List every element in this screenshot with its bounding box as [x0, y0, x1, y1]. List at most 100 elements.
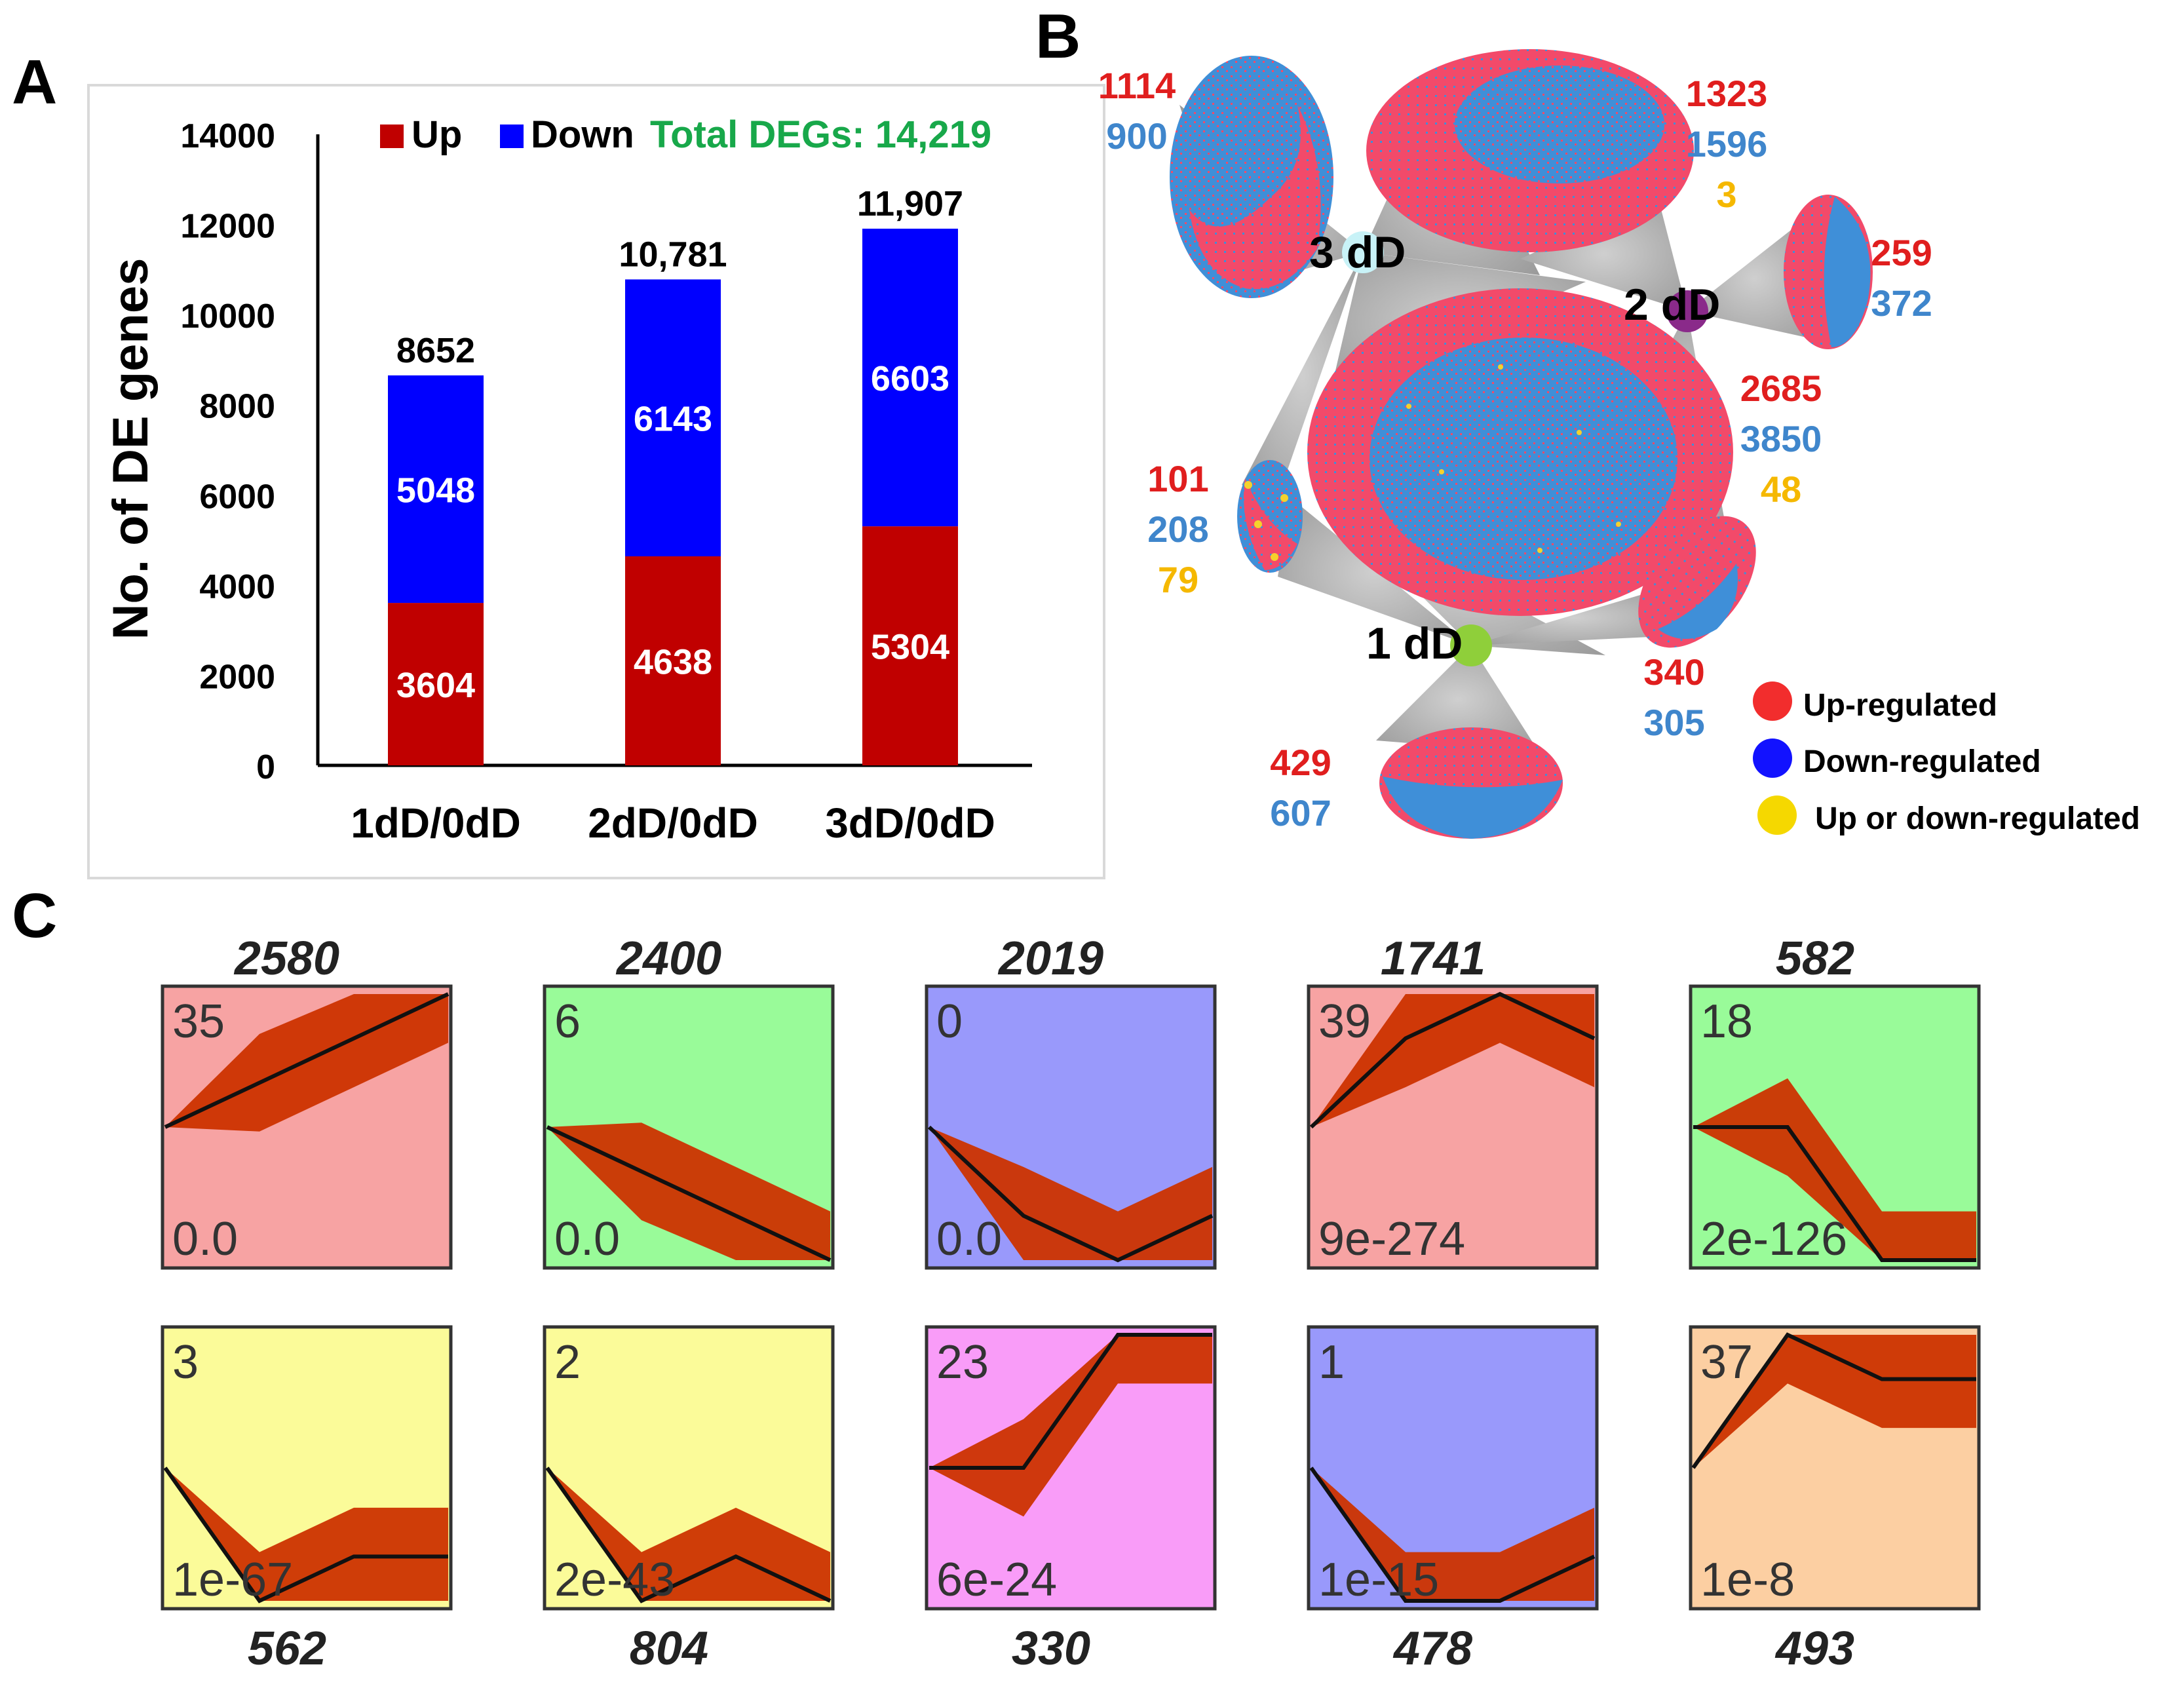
x-category-label: 2dD/0dD [588, 799, 758, 847]
profile-id-label: 0 [936, 995, 963, 1048]
expression-profile-grid: 35 0.0 2580 6 0.0 2400 0 0.0 2019 39 9e-274 1741 18 2… [161, 932, 1981, 1675]
panel-label-c: C [12, 881, 57, 951]
cluster-2dD-only [1784, 195, 1873, 349]
profile-trend-line [1691, 1332, 1976, 1469]
bar-total-label: 10,781 [619, 235, 727, 274]
bar-down-value-label: 5048 [396, 470, 475, 510]
y-tick-label: 10000 [180, 297, 275, 336]
fan-1dD-ellipse6 [1471, 590, 1677, 645]
fan-1dD-bottom [1376, 645, 1540, 754]
y-axis-label: No. of DE genes [103, 258, 159, 640]
profile-tile: 1 1e-15 478 [1307, 1325, 1599, 1675]
profile-pvalue-label: 9e-274 [1318, 1213, 1465, 1265]
profile-id-label: 3 [172, 1336, 199, 1389]
legend-either-regulated-dot [1757, 796, 1797, 835]
profile-trend-line [545, 1467, 832, 1603]
legend-up-regulated-dot [1753, 681, 1792, 721]
y-tick-label: 0 [256, 748, 275, 786]
profile-size-label: 804 [630, 1622, 708, 1675]
profile-tile: 2 2e-43 804 [543, 1325, 835, 1675]
profile-tile: 23 6e-24 330 [925, 1325, 1217, 1675]
legend-down-regulated-dot [1753, 738, 1792, 778]
cluster-count-red: 101 [1147, 458, 1208, 499]
fan-3dD-small [1242, 252, 1363, 498]
cluster-count-blue: 208 [1147, 508, 1208, 550]
stacked-bar-chart: No. of DE genes 0 2000 4000 6000 8000 10000 12… [103, 113, 1032, 847]
profile-pvalue-label: 1e-8 [1700, 1554, 1795, 1606]
profile-id-label: 23 [936, 1336, 989, 1389]
legend-down-label: Down [531, 113, 634, 156]
bar-down-1dD/0dD [388, 375, 484, 604]
legend-down-swatch [500, 125, 524, 148]
cluster-all-days [1307, 288, 1733, 616]
profile-id-label: 37 [1700, 1336, 1753, 1389]
cluster-count-yellow: 3 [1716, 174, 1736, 215]
cluster-3dD-only [1170, 56, 1333, 298]
x-category-label: 1dD/0dD [351, 799, 521, 847]
bar-up-value-label: 5304 [871, 628, 949, 667]
profile-tile: 39 9e-274 1741 [1307, 932, 1599, 1270]
profile-size-label: 1741 [1381, 932, 1485, 985]
profile-tile: 18 2e-126 582 [1689, 932, 1981, 1270]
cluster-count-red: 1323 [1686, 73, 1768, 114]
bar-total-label: 8652 [396, 331, 475, 370]
fan-1dD-small [1278, 498, 1471, 645]
profile-pvalue-label: 2e-43 [554, 1554, 675, 1606]
cluster-count-red: 340 [1643, 651, 1704, 693]
profile-gene-envelope [1693, 1078, 1976, 1260]
y-tick-label: 6000 [199, 478, 275, 516]
profile-trend-line [163, 1467, 448, 1603]
bar-up-3dD/0dD [862, 526, 958, 765]
bar-down-3dD/0dD [862, 228, 958, 527]
profile-trend-line [1309, 1467, 1596, 1603]
cluster-count-blue: 3850 [1740, 418, 1822, 459]
x-category-label: 3dD/0dD [825, 799, 995, 847]
bar-up-value-label: 4638 [634, 642, 712, 681]
profile-id-label: 2 [554, 1336, 581, 1389]
cluster-count-yellow: 48 [1761, 469, 1801, 510]
profile-id-label: 39 [1318, 995, 1371, 1048]
profile-size-label: 330 [1012, 1622, 1090, 1675]
profile-size-label: 562 [248, 1622, 326, 1675]
profile-trend-line [1309, 991, 1596, 1129]
cluster-1dD-2dD [1638, 516, 1756, 648]
bar-up-value-label: 3604 [396, 666, 475, 705]
panel-a-frame [87, 84, 1105, 879]
profile-id-label: 35 [172, 995, 225, 1048]
profile-size-label: 2019 [997, 932, 1103, 985]
node-1dD [1450, 624, 1492, 666]
legend-down-regulated: Down-regulated [1803, 744, 2041, 779]
network-diagram: 3 dD 2 dD 1 dD 1114 900 1323 1596 3 259 372 268… [1098, 49, 2140, 839]
legend-up-swatch [380, 125, 404, 148]
node-3dD [1342, 231, 1384, 273]
profile-id-label: 1 [1318, 1336, 1345, 1389]
panel-label-b: B [1035, 1, 1081, 71]
y-tick-label: 12000 [180, 208, 275, 246]
y-tick-label: 14000 [180, 117, 275, 155]
cluster-count-blue: 305 [1643, 702, 1704, 743]
profile-tile: 3 1e-67 562 [161, 1325, 453, 1675]
profile-gene-envelope [929, 1335, 1212, 1517]
node-label-1dD: 1 dD [1366, 619, 1463, 668]
profile-trend-line [1693, 1125, 1976, 1262]
cluster-count-red: 1114 [1098, 65, 1176, 106]
node-2dD [1666, 290, 1708, 332]
cluster-count-blue: 607 [1270, 792, 1331, 834]
profile-pvalue-label: 6e-24 [936, 1554, 1057, 1606]
cluster-count-red: 429 [1270, 742, 1331, 783]
node-label-3dD: 3 dD [1309, 227, 1406, 277]
cluster-3dD-2dD [1366, 49, 1694, 252]
cluster-count-blue: 900 [1106, 115, 1167, 157]
profile-tile: 35 0.0 2580 [161, 932, 453, 1270]
profile-trend-line [164, 992, 450, 1129]
y-tick-label: 4000 [199, 568, 275, 606]
profile-id-label: 6 [554, 995, 581, 1048]
bar-total-label: 11,907 [857, 184, 963, 223]
profile-pvalue-label: 0.0 [554, 1213, 620, 1265]
bar-down-value-label: 6143 [634, 400, 712, 439]
profile-pvalue-label: 0.0 [172, 1213, 238, 1265]
profile-gene-envelope [929, 1127, 1212, 1260]
panel-label-a: A [12, 47, 57, 117]
cluster-count-yellow: 79 [1158, 559, 1198, 600]
